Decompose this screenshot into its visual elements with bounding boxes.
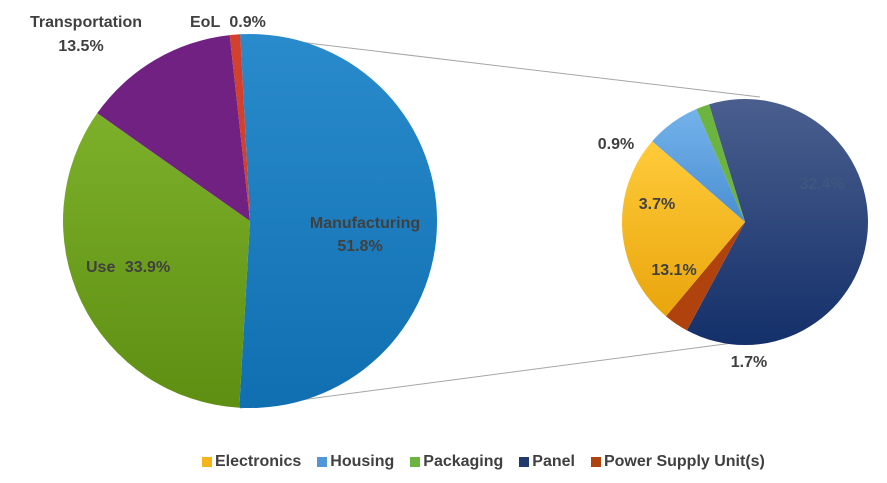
- label-packaging-value: 0.9%: [598, 136, 634, 153]
- legend-item-packaging: Packaging: [410, 453, 503, 471]
- connector-line-top: [239, 34, 761, 98]
- label-eol: EoL 0.9%: [190, 14, 266, 31]
- legend-swatch-electronics: [202, 457, 212, 467]
- pie-slice-housing: [652, 108, 745, 222]
- label-electronics-value: 13.1%: [651, 262, 696, 279]
- label-use-value: 33.9%: [125, 259, 170, 276]
- label-use: Use 33.9%: [86, 259, 170, 276]
- label-transportation-value: 13.5%: [58, 38, 103, 55]
- pie-slice-use: [63, 113, 251, 408]
- pie-slice-eol: [229, 34, 250, 222]
- legend-label-packaging: Packaging: [423, 453, 504, 470]
- legend-swatch-housing: [317, 457, 328, 467]
- label-manufacturing-value: 51.8%: [337, 238, 382, 255]
- label-housing-value: 3.7%: [639, 196, 675, 213]
- label-eol-name: EoL: [190, 14, 220, 31]
- legend-label-panel: Panel: [532, 453, 575, 470]
- legend-swatch-power-supply: [590, 457, 601, 467]
- label-transportation-name: Transportation: [30, 14, 142, 31]
- pie-slice-panel: [686, 98, 868, 345]
- legend-item-panel: Panel: [519, 453, 575, 471]
- legend-item-power-supply: Power Supply Unit(s): [590, 453, 765, 471]
- label-panel-value: 32.4%: [799, 176, 844, 193]
- legend-label-power-supply: Power Supply Unit(s): [603, 453, 765, 470]
- pie-slice-electronics: [621, 141, 745, 317]
- pie-slice-packaging: [696, 104, 745, 222]
- legend-swatch-packaging: [410, 457, 421, 467]
- label-eol-value: 0.9%: [229, 14, 265, 31]
- label-use-name: Use: [86, 259, 115, 276]
- legend-swatch-panel: [519, 457, 530, 467]
- pie-slice-transportation: [97, 35, 250, 221]
- legend-label-housing: Housing: [330, 453, 395, 470]
- label-manufacturing-name: Manufacturing: [310, 215, 420, 232]
- connector-line-bottom: [239, 340, 749, 409]
- chart-legend: Electronics Housing Packaging Panel Powe…: [0, 453, 887, 477]
- legend-item-housing: Housing: [317, 453, 394, 471]
- pie-slice-power-supply: [665, 222, 745, 331]
- pie-slice-manufacturing: [239, 34, 438, 409]
- legend-label-electronics: Electronics: [215, 453, 302, 470]
- legend-items: Electronics Housing Packaging Panel Powe…: [202, 453, 765, 471]
- legend-item-electronics: Electronics: [202, 453, 301, 471]
- label-power-supply-value: 1.7%: [731, 354, 767, 371]
